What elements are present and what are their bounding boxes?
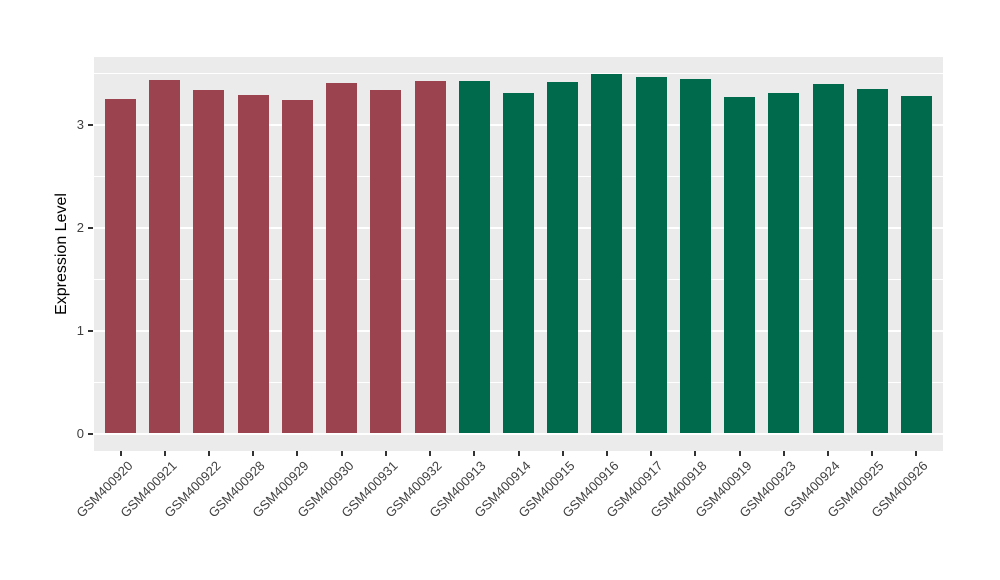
bar: [679, 78, 711, 434]
bar: [370, 90, 402, 434]
bar: [856, 89, 888, 434]
x-tick: [429, 451, 432, 456]
x-tick: [605, 451, 608, 456]
x-tick: [650, 451, 653, 456]
bar: [149, 79, 181, 434]
bar: [724, 97, 756, 434]
x-tick: [207, 451, 210, 456]
x-tick: [163, 451, 166, 456]
x-tick: [119, 451, 122, 456]
bar: [635, 76, 667, 434]
bar: [900, 96, 932, 434]
x-tick: [384, 451, 387, 456]
x-tick: [473, 451, 476, 456]
y-axis-title-wrap: Expression Level: [50, 57, 74, 451]
gridline-minor: [94, 73, 943, 75]
x-tick: [517, 451, 520, 456]
y-tick-label: 0: [76, 425, 84, 441]
x-tick: [827, 451, 830, 456]
x-tick: [340, 451, 343, 456]
bar: [326, 82, 358, 434]
bar: [193, 90, 225, 434]
bar: [414, 80, 446, 434]
x-tick: [694, 451, 697, 456]
gridline-major: [94, 432, 943, 435]
x-tick: [915, 451, 918, 456]
bar: [237, 95, 269, 434]
y-tick: [88, 226, 93, 229]
y-tick: [88, 329, 93, 332]
x-tick: [561, 451, 564, 456]
bar: [812, 83, 844, 434]
y-tick-label: 2: [76, 219, 84, 235]
y-tick: [88, 124, 93, 127]
bar: [768, 93, 800, 434]
x-tick: [871, 451, 874, 456]
bar: [281, 100, 313, 434]
x-tick: [782, 451, 785, 456]
y-tick: [88, 432, 93, 435]
bar: [105, 99, 137, 434]
x-tick: [738, 451, 741, 456]
x-tick: [252, 451, 255, 456]
bar: [503, 93, 534, 434]
bar: [547, 81, 579, 434]
y-axis-title: Expression Level: [53, 193, 70, 315]
plot-panel: [94, 57, 943, 451]
bar: [458, 80, 490, 434]
x-tick: [296, 451, 299, 456]
bar: [591, 73, 623, 434]
y-tick-label: 3: [76, 117, 84, 133]
y-tick-label: 1: [76, 322, 84, 338]
